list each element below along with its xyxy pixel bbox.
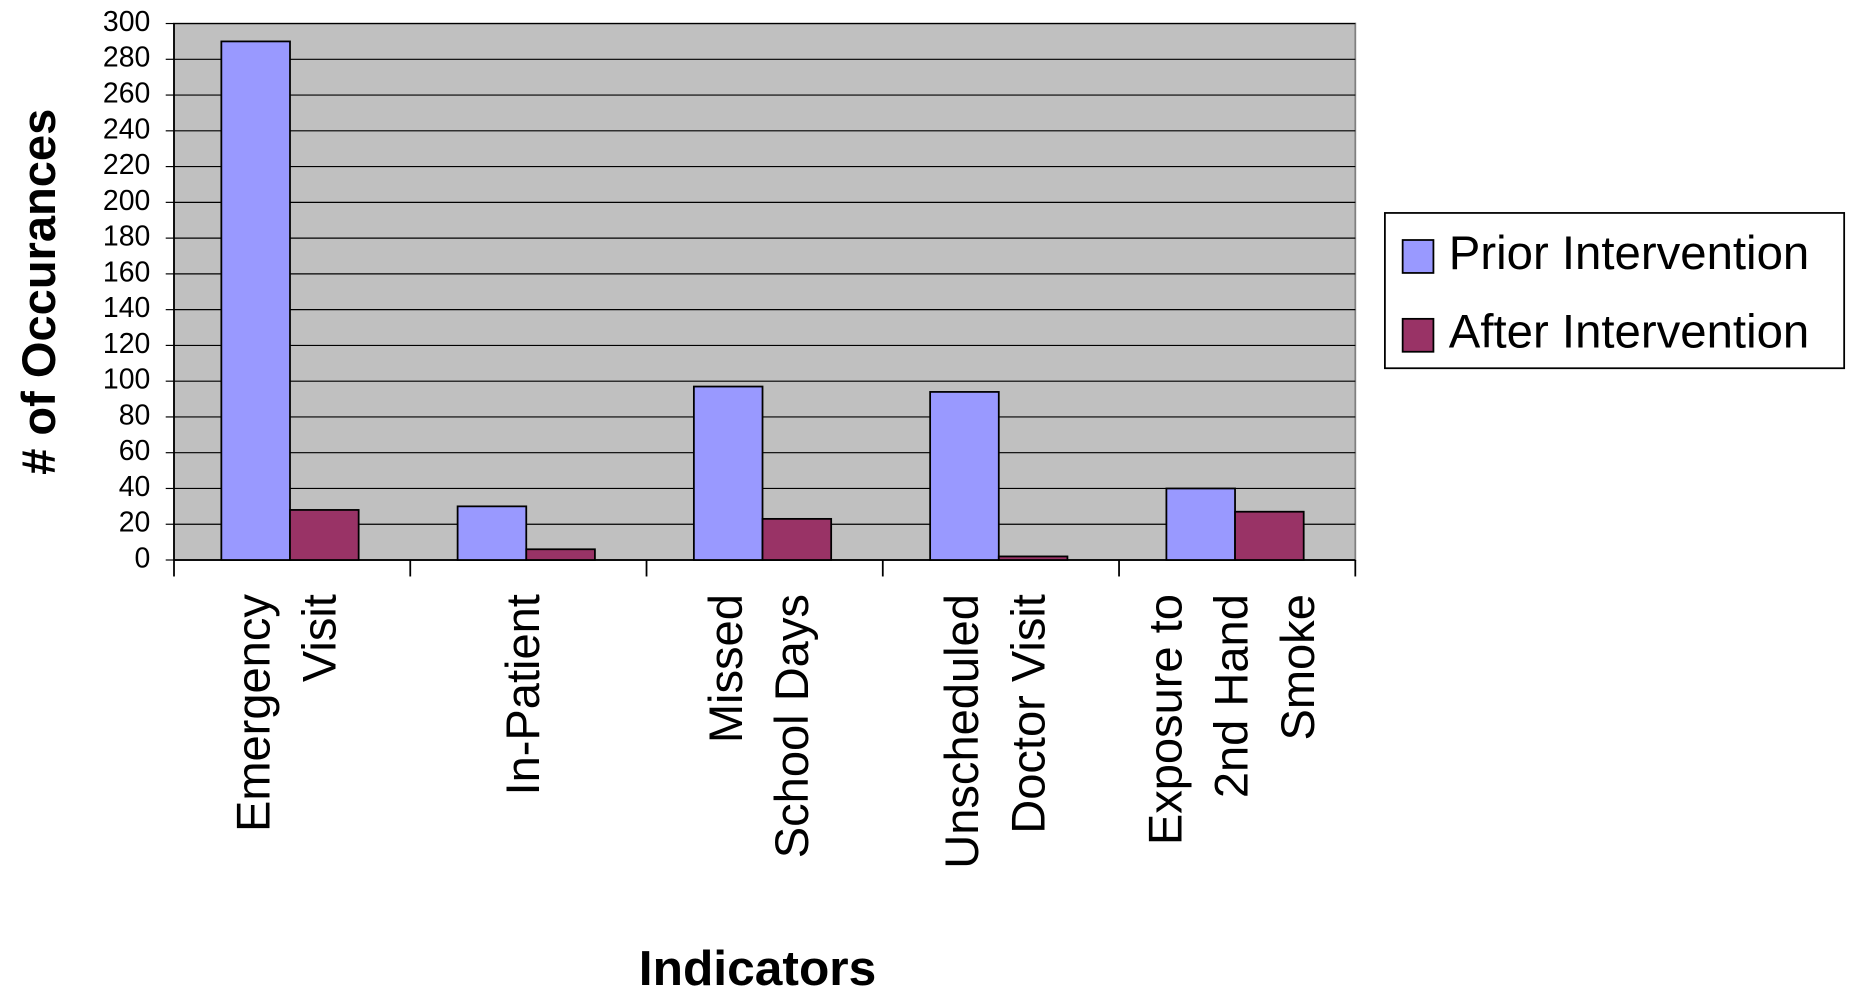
bar [1234, 510, 1305, 561]
y-tick-label: 40 [119, 471, 151, 503]
x-tick-label: Smoke [1272, 594, 1325, 740]
y-tick-label: 100 [103, 364, 150, 396]
legend-box [1384, 212, 1846, 370]
legend-label: After Intervention [1449, 306, 1809, 359]
bar [692, 385, 764, 561]
y-tick-label: 60 [119, 435, 151, 467]
bar [1165, 487, 1236, 561]
y-tick-label: 280 [103, 42, 150, 74]
y-tick-label: 180 [103, 221, 150, 253]
bar [929, 391, 1000, 561]
bar [761, 517, 833, 561]
x-tick-label: Visit [294, 594, 347, 682]
legend-swatch [1401, 317, 1435, 353]
x-tick-label: Doctor Visit [1002, 594, 1055, 834]
legend-label: Prior Intervention [1449, 227, 1809, 280]
x-tick-label: Missed [700, 594, 753, 743]
x-tick-label: Exposure to [1139, 594, 1192, 845]
x-axis-title: Indicators [639, 940, 877, 996]
y-axis-title: # of Occurances [13, 109, 66, 475]
y-tick-label: 300 [103, 6, 150, 38]
x-tick-label: School Days [766, 594, 819, 858]
bar [525, 548, 596, 561]
x-tick-label: Unscheduled [936, 594, 989, 869]
y-tick-label: 80 [119, 399, 151, 431]
y-tick-label: 140 [103, 292, 150, 324]
y-tick-label: 200 [103, 185, 150, 217]
plot-area [173, 22, 1357, 561]
bar [289, 509, 360, 561]
x-tick-label: In-Patient [497, 594, 550, 795]
legend-swatch [1401, 239, 1435, 274]
y-tick-label: 240 [103, 113, 150, 145]
x-tick-label: 2nd Hand [1205, 594, 1258, 798]
bar [220, 40, 291, 561]
y-tick-label: 0 [135, 543, 151, 575]
x-tick-label: Emergency [227, 594, 280, 832]
y-tick-label: 20 [119, 507, 151, 539]
y-tick-label: 160 [103, 256, 150, 288]
bar [997, 555, 1069, 561]
bar [456, 505, 528, 561]
y-tick-label: 120 [103, 328, 150, 360]
y-tick-label: 260 [103, 78, 150, 110]
y-tick-label: 220 [103, 149, 150, 181]
